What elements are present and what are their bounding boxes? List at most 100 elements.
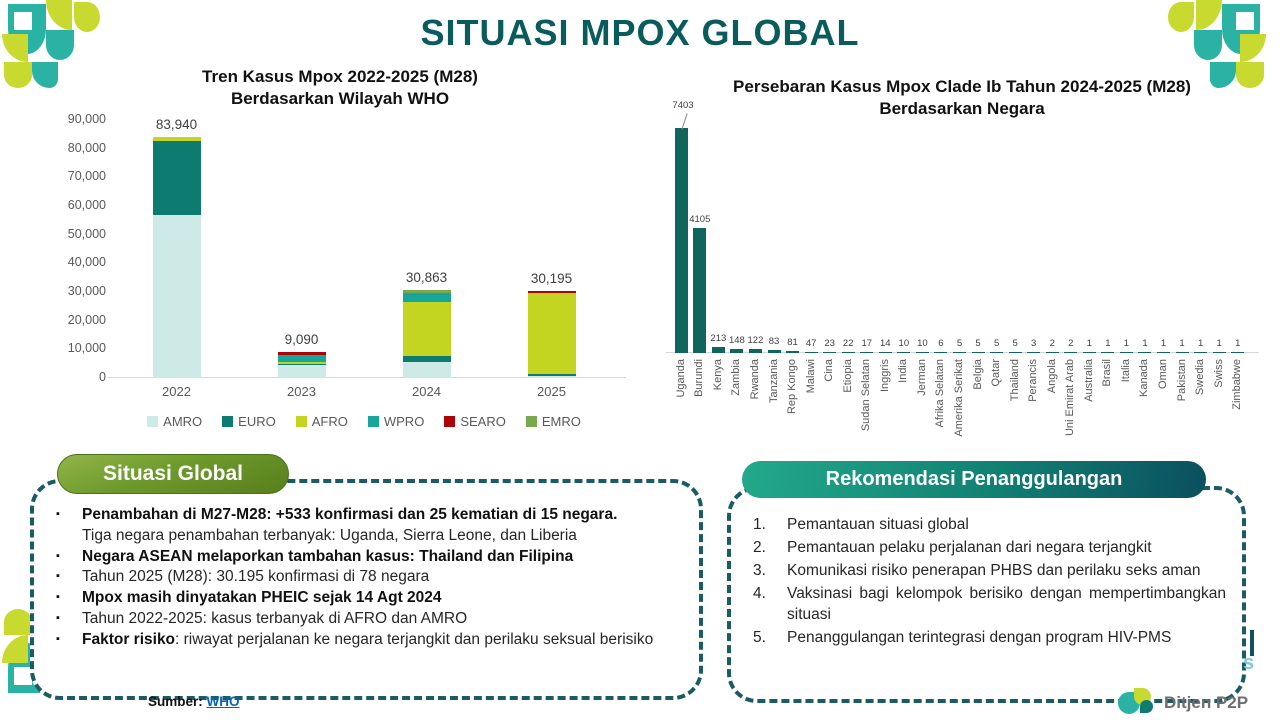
country-label: Jerman bbox=[915, 359, 928, 396]
source-label: Sumber: bbox=[148, 694, 203, 709]
bullet-item: ▪ Negara ASEAN melaporkan tambahan kasus:… bbox=[56, 547, 683, 568]
situasi-global-header: Situasi Global bbox=[57, 454, 289, 494]
country-label: Australia bbox=[1082, 359, 1095, 402]
bar-Belgia bbox=[971, 352, 985, 353]
bar-value-label: 17 bbox=[861, 338, 873, 349]
country-label: Perancis bbox=[1027, 359, 1040, 402]
bullet-marker: ▪ bbox=[56, 591, 60, 604]
stacked-bar-2022 bbox=[152, 137, 201, 378]
page-title: SITUASI MPOX GLOBAL bbox=[420, 12, 860, 53]
segment-AFRO bbox=[277, 361, 326, 364]
source-link-who[interactable]: WHO bbox=[206, 694, 240, 709]
country-label: Uni Emirat Arab bbox=[1064, 359, 1077, 437]
item-number: 3. bbox=[753, 562, 766, 580]
x-axis-line bbox=[108, 377, 626, 378]
country-label: Etiopia bbox=[841, 359, 854, 393]
bullet-text: Penambahan di M27-M28: +533 konfirmasi d… bbox=[82, 506, 618, 523]
bullet-item: ▪ Mpox masih dinyatakan PHEIC sejak 14 Ag… bbox=[56, 588, 683, 609]
bar-value-label: 5 bbox=[993, 338, 1000, 349]
segment-EURO bbox=[402, 355, 451, 362]
bar-Kanada bbox=[1138, 352, 1152, 353]
country-label: Brasil bbox=[1101, 359, 1114, 387]
rekomendasi-header: Rekomendasi Penanggulangan bbox=[742, 461, 1206, 498]
bar-value-label: 1 bbox=[1086, 338, 1092, 349]
segment-WPRO bbox=[277, 354, 326, 362]
bar-value-label: 1 bbox=[1105, 338, 1111, 349]
bar-Cina bbox=[823, 352, 837, 353]
x-axis-label: 2024 bbox=[412, 384, 441, 399]
bar-Jerman bbox=[915, 352, 929, 353]
item-text: Vaksinasi bagi kelompok berisiko dengan … bbox=[787, 585, 1226, 624]
bar-Amerika Serikat bbox=[953, 352, 966, 353]
bar-total-label: 30,863 bbox=[405, 269, 448, 285]
chart-legend: AMRO EURO AFRO WPRO SEARO EMRO bbox=[114, 414, 614, 429]
bar-value-label: 2 bbox=[1049, 338, 1055, 349]
country-label: Inggris bbox=[878, 359, 891, 393]
country-label: Zambia bbox=[730, 359, 743, 396]
bar-value-label: 23 bbox=[824, 338, 835, 349]
legend-swatch-icon bbox=[444, 416, 456, 427]
segment-AMRO bbox=[277, 365, 326, 378]
bar-Qatar bbox=[990, 352, 1004, 353]
segment-AMRO bbox=[152, 214, 201, 378]
bar-value-label: 5 bbox=[1012, 338, 1018, 349]
bullet-item: Tiga negara penambahan terbanyak: Uganda… bbox=[56, 526, 683, 547]
country-label: Cina bbox=[823, 359, 836, 382]
bar-Italia bbox=[1119, 352, 1133, 353]
bar-Perancis bbox=[1027, 352, 1041, 353]
bar-Rep Kongo bbox=[786, 350, 800, 353]
legend-swatch-icon bbox=[525, 416, 537, 427]
bullet-text: Mpox masih dinyatakan PHEIC sejak 14 Agt… bbox=[82, 589, 442, 607]
bullet-text: Tahun 2025 (M28): 30.195 konfirmasi di 7… bbox=[82, 568, 430, 586]
situasi-global-box: ▪ Penambahan di M27-M28: +533 konfirmasi … bbox=[30, 479, 703, 700]
bullet-item: ▪ Penambahan di M27-M28: +533 konfirmasi … bbox=[56, 505, 683, 526]
x-axis-label: 2025 bbox=[537, 384, 566, 399]
y-tick-label: 60,000 bbox=[67, 198, 106, 212]
y-tick-label: 20,000 bbox=[67, 312, 106, 327]
country-label: Rep Kongo bbox=[786, 359, 799, 415]
bar-Swedia bbox=[1194, 352, 1208, 353]
stacked-bar-2023 bbox=[277, 351, 326, 378]
country-label: Kanada bbox=[1138, 359, 1151, 397]
segment-SEARO bbox=[527, 291, 576, 293]
segment-AFRO bbox=[527, 292, 576, 374]
y-tick-label: 30,000 bbox=[67, 284, 106, 298]
legend-swatch-icon bbox=[147, 416, 159, 427]
legend-item-WPRO: WPRO bbox=[367, 414, 424, 429]
bar-Zimbabwe bbox=[1231, 352, 1245, 353]
bar-value-label: 4105 bbox=[689, 214, 711, 226]
segment-AFRO bbox=[402, 301, 451, 356]
chart-title: Tren Kasus Mpox 2022-2025 (M28) Berdasar… bbox=[202, 67, 478, 109]
item-number: 2. bbox=[753, 539, 766, 557]
country-label: Burundi bbox=[693, 359, 706, 397]
legend-item-AFRO: AFRO bbox=[295, 414, 348, 429]
numbered-item: 1. Pemantauan situasi global bbox=[753, 514, 1226, 535]
plot-area: Uganda 4105 Burundi 213 Kenya 148 Zambia 122 Rwa… bbox=[666, 100, 1259, 437]
numbered-item: 5. Penanggulangan terintegrasi dengan pro… bbox=[753, 627, 1226, 648]
bar-value-label: 47 bbox=[805, 337, 817, 349]
y-tick-label: 80,000 bbox=[67, 140, 106, 155]
bar-value-label: 10 bbox=[898, 338, 910, 349]
country-label: Tanzania bbox=[767, 359, 780, 404]
bar-Malawi bbox=[804, 351, 818, 353]
legend-label: EURO bbox=[238, 414, 276, 429]
bar-total-label: 83,940 bbox=[155, 117, 198, 133]
bar-value-label: 1 bbox=[1160, 338, 1167, 349]
y-tick-label: 90,000 bbox=[67, 112, 106, 126]
bullet-marker: ▪ bbox=[56, 632, 60, 645]
x-axis-label: 2022 bbox=[162, 384, 191, 399]
segment-EMRO bbox=[402, 289, 451, 293]
ditjen-p2p-logo-icon bbox=[1118, 688, 1158, 718]
bar-value-label: 1 bbox=[1142, 338, 1148, 349]
country-label: Amerika Serikat bbox=[953, 359, 965, 437]
y-tick-label: 40,000 bbox=[67, 255, 106, 270]
bar-Inggris bbox=[878, 352, 892, 353]
legend-label: SEARO bbox=[460, 414, 506, 429]
bar-Etiopia bbox=[841, 352, 855, 353]
bar-total-label: 9,090 bbox=[284, 331, 319, 347]
item-number: 1. bbox=[753, 516, 766, 533]
country-label: Thailand bbox=[1008, 359, 1021, 402]
bar-value-label: 10 bbox=[917, 338, 928, 349]
bullet-text: Faktor risiko: riwayat perjalanan ke neg… bbox=[82, 630, 654, 648]
bar-value-label: 22 bbox=[842, 338, 854, 349]
